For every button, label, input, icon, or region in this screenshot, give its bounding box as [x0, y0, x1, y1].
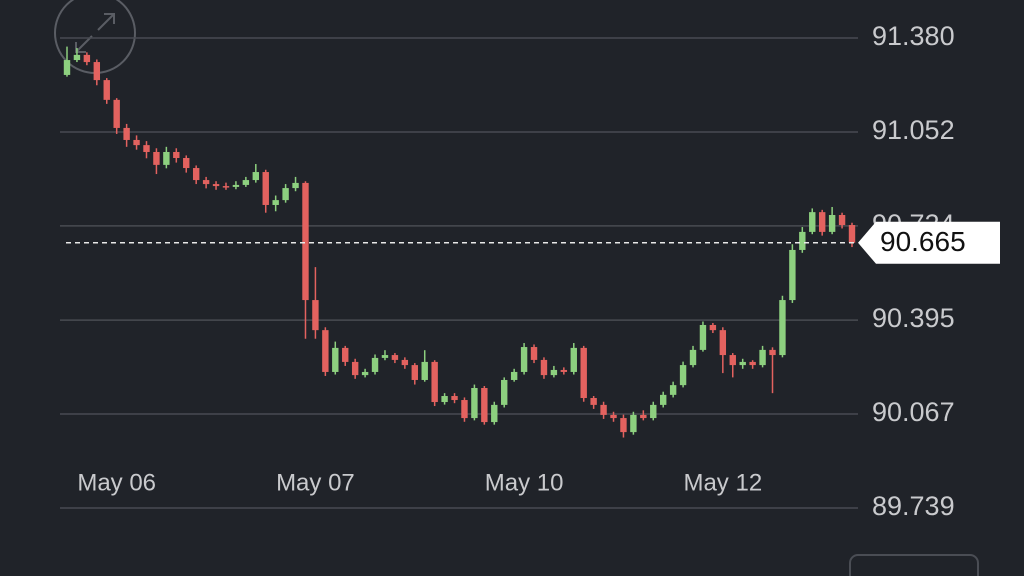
candle-body — [809, 212, 816, 232]
candle-body — [192, 168, 200, 181]
candle-body — [590, 398, 597, 405]
candle-body — [371, 357, 379, 372]
candle-body — [282, 188, 289, 201]
x-tick-label: May 07 — [276, 469, 355, 496]
last-value-label: 90.665 — [880, 226, 966, 257]
candle-body — [759, 349, 766, 366]
candle-body — [838, 215, 846, 226]
candle-body — [630, 414, 637, 433]
candle-body — [769, 349, 776, 356]
candle-body — [163, 151, 170, 165]
candle-body — [421, 361, 428, 380]
candle-body — [550, 369, 558, 376]
candle-body — [510, 371, 518, 380]
labels: 91.38091.05290.72490.39590.06789.739May … — [77, 21, 1000, 521]
candle-body — [381, 355, 389, 358]
x-tick-label: May 12 — [683, 469, 762, 496]
candle-body — [520, 347, 528, 372]
last-value-tag — [858, 221, 1000, 264]
candle-body — [73, 54, 81, 61]
candle-body — [93, 62, 101, 81]
candle-body — [272, 200, 279, 205]
candle-body — [481, 387, 488, 423]
candle-body — [471, 387, 478, 419]
candle-body — [332, 347, 339, 372]
candle-body — [828, 215, 836, 232]
y-tick-label: 90.067 — [872, 397, 955, 427]
candle-body — [560, 369, 568, 372]
candle-body — [461, 400, 468, 419]
candle-body — [153, 151, 160, 165]
candle-body — [580, 347, 587, 399]
candle-body — [739, 361, 746, 366]
candle-body — [660, 394, 667, 405]
candle-body — [411, 365, 418, 380]
candle-body — [242, 180, 250, 185]
candle-body — [451, 396, 458, 401]
candle-body — [312, 300, 319, 331]
candle-body — [123, 127, 130, 140]
candle-body — [252, 172, 259, 181]
bottom-button[interactable] — [849, 554, 979, 576]
candle-body — [530, 347, 538, 360]
candle-body — [719, 330, 727, 356]
candle-body — [689, 349, 697, 366]
candle-body — [391, 355, 399, 360]
candle-body — [222, 186, 230, 188]
grid — [60, 37, 858, 509]
candle-body — [113, 99, 120, 128]
candle-body — [818, 212, 826, 232]
candle-body — [570, 347, 577, 372]
candle-body — [322, 330, 329, 372]
candle-body — [361, 371, 369, 376]
candles — [63, 46, 858, 438]
candle-body — [441, 396, 448, 403]
y-tick-label: 89.739 — [872, 491, 955, 521]
candle-body — [83, 54, 91, 63]
candle-body — [779, 300, 786, 356]
candle-body — [351, 361, 359, 376]
candle-body — [729, 355, 736, 366]
candle-body — [600, 404, 607, 415]
candle-body — [789, 249, 796, 301]
x-tick-label: May 06 — [77, 469, 156, 496]
candle-body — [232, 184, 240, 187]
y-tick-label: 91.052 — [872, 115, 955, 145]
candle-body — [848, 225, 856, 243]
candle-body — [640, 414, 647, 419]
candle-body — [103, 80, 110, 100]
candle-body — [302, 182, 309, 301]
candle-body — [709, 324, 717, 331]
candle-body — [133, 139, 140, 146]
candle-body — [491, 404, 498, 423]
candle-body — [669, 385, 677, 395]
x-tick-label: May 10 — [485, 469, 564, 496]
candle-body — [183, 158, 190, 169]
candle-body — [540, 359, 548, 376]
candle-body — [173, 151, 180, 159]
candle-body — [143, 145, 150, 152]
candle-body — [342, 347, 349, 362]
candle-body — [650, 404, 657, 419]
candle-body — [501, 379, 508, 405]
candle-body — [431, 361, 438, 403]
candle-body — [63, 60, 71, 75]
candle-body — [292, 182, 299, 189]
candle-body — [202, 180, 210, 185]
candle-body — [620, 418, 627, 433]
y-tick-label: 91.380 — [872, 21, 955, 51]
candle-body — [401, 359, 409, 366]
y-tick-label: 90.395 — [872, 303, 955, 333]
candle-body — [212, 184, 220, 187]
candle-body — [749, 361, 756, 366]
candle-body — [679, 365, 687, 386]
candle-body — [699, 324, 707, 350]
candle-body — [610, 414, 617, 419]
candle-body — [262, 172, 269, 205]
candle-body — [799, 231, 806, 250]
